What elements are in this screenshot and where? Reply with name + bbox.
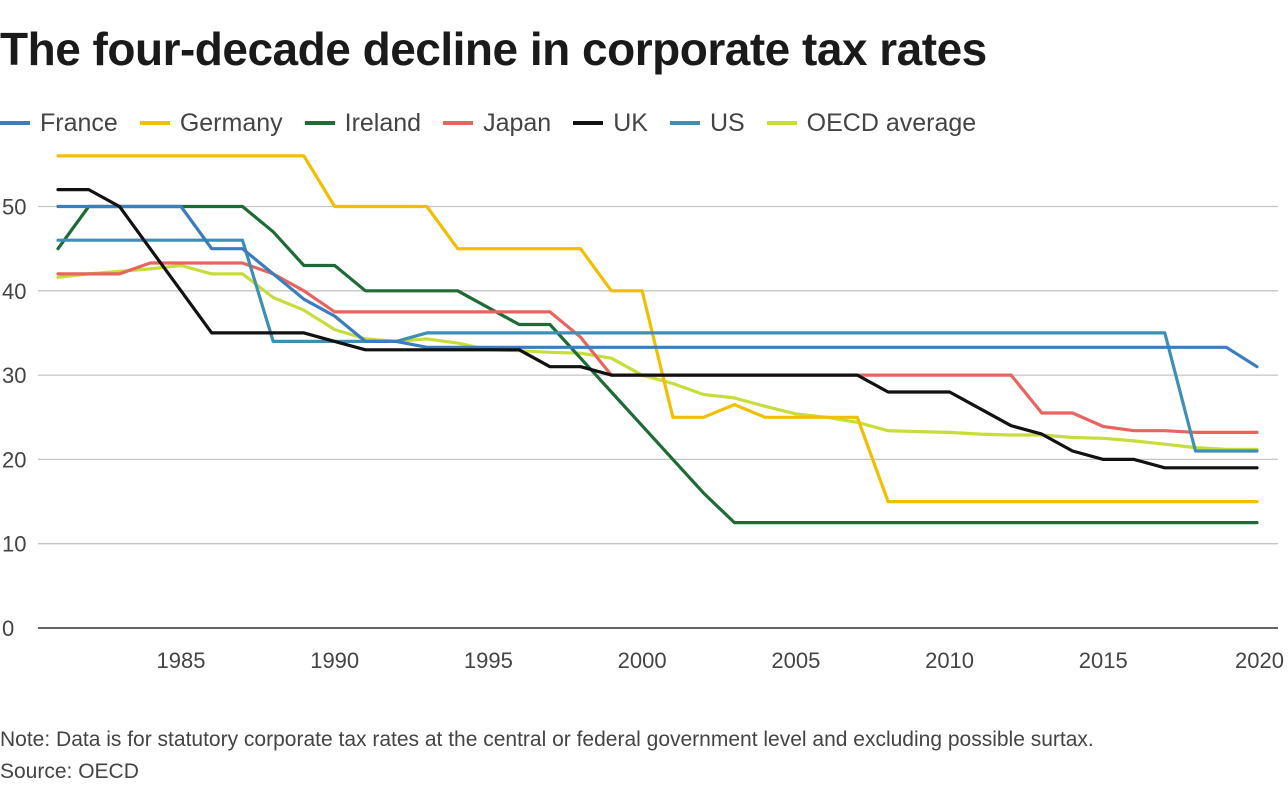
y-tick-label: 20 (2, 447, 26, 472)
x-tick-label: 2015 (1079, 648, 1128, 673)
x-tick-label: 2000 (618, 648, 667, 673)
x-tick-label: 2010 (925, 648, 974, 673)
series-line-ireland (56, 204, 1259, 525)
legend-swatch (573, 121, 604, 125)
x-tick-label: 1990 (310, 648, 359, 673)
legend-item: US (669, 108, 745, 138)
legend-item: France (0, 109, 118, 138)
y-tick-label: 30 (2, 363, 26, 388)
y-tick-label: 50 (2, 195, 26, 220)
x-tick-label: 2020 (1235, 648, 1284, 673)
legend-swatch (766, 121, 797, 125)
series-line-france (56, 204, 1259, 369)
legend-item: OECD average (766, 108, 977, 138)
chart-title: The four-decade decline in corporate tax… (0, 23, 987, 75)
legend-label: Ireland (344, 108, 422, 137)
legend-item: UK (573, 109, 648, 138)
legend-swatch (0, 121, 30, 125)
legend-swatch (139, 121, 170, 125)
x-tick-label: 1985 (156, 648, 205, 673)
legend-label: Germany (179, 108, 283, 137)
legend-label: Japan (483, 108, 552, 137)
legend-label: UK (613, 108, 648, 137)
legend-item: Germany (139, 108, 283, 138)
y-tick-label: 0 (2, 616, 14, 641)
y-tick-label: 40 (2, 279, 26, 304)
legend-swatch (443, 121, 474, 125)
legend-label: France (40, 108, 118, 137)
footnote: Note: Data is for statutory corporate ta… (0, 728, 1094, 751)
legend-item: Ireland (304, 108, 422, 138)
legend-item: Japan (443, 109, 551, 138)
legend-label: US (709, 108, 745, 137)
source-credit: Source: OECD (0, 760, 139, 783)
x-tick-label: 2005 (771, 648, 820, 673)
line-chart: 0 10 20 30 40 50 1985 1990 1995 2000 2005 2010 2015 2… (2, 154, 1284, 673)
series-line-us (56, 238, 1259, 453)
legend: France Germany Ireland Japan UK US OECD averag… (0, 106, 998, 140)
legend-label: OECD average (806, 108, 977, 137)
x-tick-label: 1995 (464, 648, 513, 673)
series-line-germany (56, 154, 1259, 504)
legend-swatch (304, 121, 335, 125)
legend-swatch (669, 121, 700, 125)
y-tick-label: 10 (2, 532, 26, 557)
series-line-uk (56, 187, 1259, 470)
